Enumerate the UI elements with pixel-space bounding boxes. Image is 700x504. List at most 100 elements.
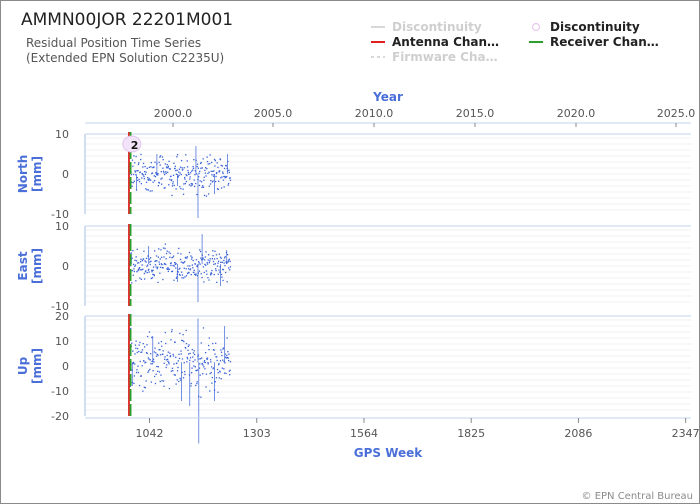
data-point bbox=[157, 281, 159, 283]
data-point bbox=[169, 168, 171, 170]
data-point bbox=[151, 172, 153, 175]
data-point bbox=[199, 180, 201, 182]
data-point bbox=[191, 183, 193, 185]
data-point bbox=[191, 184, 193, 186]
data-point bbox=[147, 255, 149, 257]
data-point bbox=[167, 267, 169, 269]
data-point bbox=[226, 337, 228, 339]
y-tick-label: 0 bbox=[62, 260, 69, 273]
data-point bbox=[139, 269, 141, 271]
data-point bbox=[200, 342, 202, 344]
data-point bbox=[192, 169, 194, 171]
data-point bbox=[137, 163, 140, 166]
data-point bbox=[210, 273, 212, 275]
data-point bbox=[196, 163, 199, 165]
data-point bbox=[148, 271, 150, 273]
data-point bbox=[154, 250, 156, 252]
data-point bbox=[170, 262, 172, 264]
data-point bbox=[205, 264, 207, 266]
y-axis-title-part: [mm] bbox=[30, 248, 44, 284]
data-point bbox=[136, 248, 138, 250]
data-point bbox=[209, 260, 211, 262]
data-point bbox=[167, 270, 169, 272]
data-point bbox=[133, 270, 135, 273]
data-point bbox=[191, 256, 193, 258]
data-point bbox=[171, 257, 173, 259]
data-point bbox=[214, 165, 216, 167]
data-point bbox=[191, 348, 193, 351]
data-point bbox=[192, 267, 194, 269]
data-point bbox=[186, 256, 188, 258]
data-point bbox=[216, 356, 218, 358]
data-point bbox=[144, 387, 147, 389]
data-point bbox=[164, 356, 166, 358]
data-point bbox=[223, 360, 225, 363]
data-point bbox=[181, 358, 184, 360]
data-point bbox=[172, 256, 174, 259]
data-point bbox=[218, 362, 220, 365]
data-point bbox=[130, 327, 132, 330]
data-point bbox=[168, 160, 170, 162]
data-point bbox=[193, 269, 195, 271]
bottom-tick-label: 2086 bbox=[564, 427, 592, 440]
legend-label: Firmware Cha… bbox=[392, 50, 498, 64]
data-point bbox=[182, 339, 184, 342]
y-axis-title-part: [mm] bbox=[30, 156, 44, 192]
data-point bbox=[144, 346, 146, 348]
data-point bbox=[196, 382, 198, 385]
data-point bbox=[178, 168, 181, 170]
data-point bbox=[229, 177, 231, 179]
chart-subtitle-line-2: (Extended EPN Solution C2235U) bbox=[26, 51, 224, 65]
data-point bbox=[195, 173, 198, 175]
data-point bbox=[140, 375, 142, 377]
data-point bbox=[215, 377, 218, 379]
data-point bbox=[139, 341, 141, 344]
data-point bbox=[159, 258, 161, 260]
data-point bbox=[179, 274, 181, 276]
data-point bbox=[144, 173, 147, 175]
bottom-tick-label: 1303 bbox=[243, 427, 271, 440]
data-point bbox=[212, 368, 214, 370]
data-point bbox=[179, 267, 181, 269]
data-point bbox=[210, 179, 212, 182]
data-point bbox=[171, 270, 174, 272]
data-point bbox=[220, 351, 223, 353]
data-point bbox=[220, 378, 222, 380]
data-point bbox=[226, 175, 228, 178]
data-point bbox=[190, 185, 192, 187]
data-point bbox=[174, 262, 176, 264]
data-point bbox=[148, 258, 151, 260]
y-axis-title: Up[mm] bbox=[16, 348, 44, 384]
data-point bbox=[210, 361, 212, 363]
data-point bbox=[173, 279, 175, 281]
data-point bbox=[198, 358, 200, 360]
data-point bbox=[145, 361, 147, 363]
data-point bbox=[142, 268, 144, 270]
data-point bbox=[140, 153, 142, 156]
data-point bbox=[148, 179, 150, 181]
data-point bbox=[132, 350, 134, 352]
data-point bbox=[206, 273, 208, 275]
data-point bbox=[144, 362, 146, 364]
data-point bbox=[185, 329, 187, 332]
data-point bbox=[134, 363, 136, 365]
data-point bbox=[223, 167, 226, 170]
data-point bbox=[228, 370, 230, 372]
bottom-tick-label: 2347 bbox=[672, 427, 699, 440]
y-tick-label: 10 bbox=[55, 335, 69, 348]
data-point bbox=[199, 374, 201, 376]
data-point bbox=[151, 363, 154, 365]
y-tick-label: 0 bbox=[62, 168, 69, 181]
data-point bbox=[223, 262, 225, 264]
data-point bbox=[224, 264, 226, 267]
data-point bbox=[153, 273, 155, 276]
data-point bbox=[189, 269, 191, 271]
data-point bbox=[166, 364, 168, 366]
data-point bbox=[224, 175, 226, 178]
data-point bbox=[211, 376, 213, 379]
data-point bbox=[152, 166, 154, 169]
panel-up: 20 10 0 -10 -20 Up[mm] bbox=[16, 310, 691, 444]
data-point bbox=[169, 178, 171, 181]
data-point bbox=[131, 282, 133, 284]
data-point bbox=[192, 356, 194, 358]
